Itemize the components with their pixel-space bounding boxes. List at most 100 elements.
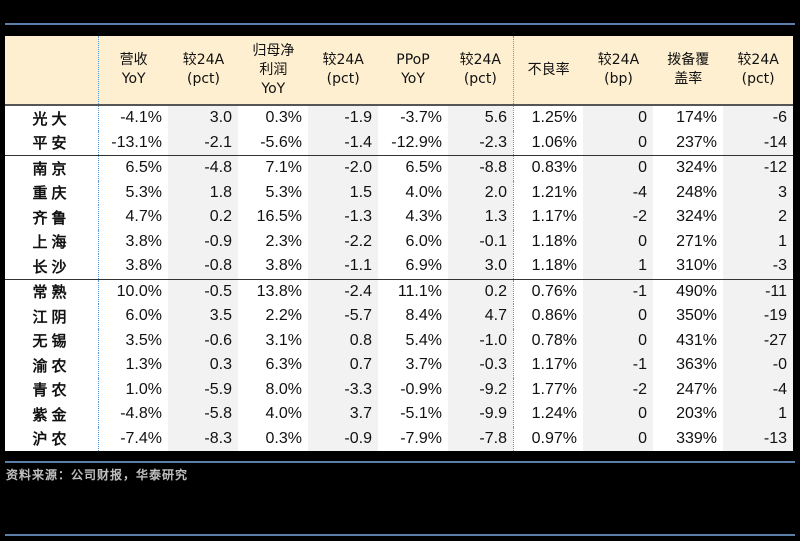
cell-net-profit-yoy: 3.1% [265,331,302,349]
cell-net-profit-yoy: 5.3% [265,183,302,201]
cell-ppop-yoy: 6.5% [405,159,442,177]
cell-npl-ratio: 0.83% [513,156,583,181]
cell-npl-delta: -1 [583,279,653,304]
cell-net-profit-yoy: 0.3% [265,109,302,127]
cell-npl-ratio: 1.06% [513,130,583,155]
cell-npl-delta: 0 [583,426,653,451]
cell-provision-coverage: 174% [676,109,717,127]
header-bank [5,36,98,104]
cell-revenue-delta: 3.5 [168,304,238,329]
cell-revenue-delta: 0.3 [168,353,238,378]
footer-rule [5,534,795,536]
cell-bank-name: 上海 [32,233,71,252]
header-npl-delta: 较24A (bp) [597,52,640,87]
cell-provision-coverage: 310% [676,257,717,275]
cell-ppop-yoy: 8.4% [405,307,442,325]
cell-bank-name: 沪农 [32,430,71,449]
cell-provision-coverage: 350% [676,307,717,325]
cell-npl-delta: 0 [583,304,653,329]
cell-revenue-yoy: 3.5% [98,328,168,353]
cell-ppop-yoy: 4.0% [405,183,442,201]
table-row: 江阴 6.0% 3.5 2.2% -5.7 8.4% 4.7 0.86% 0 350% -19 [5,304,793,329]
cell-provision-delta: 1 [723,402,793,427]
table-row: 南京 6.5% -4.8 7.1% -2.0 6.5% -8.8 0.83% 0 324% -12 [5,155,793,181]
header-net-profit-yoy: 归母净 利润 YoY [252,42,295,97]
cell-revenue-yoy: 1.3% [98,353,168,378]
cell-ppop-delta: -8.8 [448,156,513,181]
cell-revenue-yoy: 3.8% [98,229,168,254]
table-row: 齐鲁 4.7% 0.2 16.5% -1.3 4.3% 1.3 1.17% -2 324% 2 [5,205,793,230]
header-net-profit-delta: 较24A (pct) [322,52,364,87]
cell-npl-ratio: 1.17% [513,353,583,378]
cell-ppop-yoy: -3.7% [400,109,442,127]
cell-revenue-yoy: 5.3% [98,180,168,205]
cell-net-profit-yoy: 2.2% [265,307,302,325]
cell-ppop-delta: -0.1 [448,229,513,254]
cell-net-profit-delta: 3.7 [308,402,378,427]
table-row: 渝农 1.3% 0.3 6.3% 0.7 3.7% -0.3 1.17% -1 363% -0 [5,353,793,378]
cell-provision-delta: -14 [723,130,793,155]
cell-net-profit-delta: -1.9 [308,106,378,131]
cell-net-profit-delta: 0.8 [308,328,378,353]
bank-metrics-table: 营收 YoY 较24A (pct) 归母净 利润 YoY 较24A (pct) … [5,36,793,451]
cell-ppop-delta: 0.2 [448,279,513,304]
cell-net-profit-yoy: 8.0% [265,380,302,398]
cell-npl-delta: 1 [583,254,653,279]
cell-ppop-yoy: 5.4% [405,331,442,349]
cell-bank-name: 南京 [32,159,71,178]
cell-revenue-delta: -4.8 [168,156,238,181]
cell-bank-name: 齐鲁 [32,208,71,227]
cell-ppop-delta: -9.2 [448,377,513,402]
cell-provision-delta: -0 [723,353,793,378]
cell-provision-coverage: 490% [676,282,717,300]
cell-ppop-yoy: 6.0% [405,232,442,250]
cell-provision-delta: -12 [723,156,793,181]
cell-provision-coverage: 431% [676,331,717,349]
cell-ppop-yoy: -7.9% [400,429,442,447]
cell-provision-coverage: 363% [676,356,717,374]
cell-provision-coverage: 271% [676,232,717,250]
cell-provision-delta: -19 [723,304,793,329]
cell-net-profit-yoy: 3.8% [265,257,302,275]
cell-npl-ratio: 1.21% [513,180,583,205]
cell-net-profit-yoy: 7.1% [265,159,302,177]
cell-npl-delta: 0 [583,130,653,155]
cell-net-profit-delta: -2.4 [308,279,378,304]
cell-net-profit-yoy: 16.5% [256,208,302,226]
cell-revenue-delta: -5.9 [168,377,238,402]
cell-net-profit-yoy: 2.3% [265,232,302,250]
table-body: 光大 -4.1% 3.0 0.3% -1.9 -3.7% 5.6 1.25% 0 174% -6 平安… [5,106,793,451]
cell-net-profit-delta: -5.7 [308,304,378,329]
cell-provision-coverage: 247% [676,380,717,398]
table-row: 紫金 -4.8% -5.8 4.0% 3.7 -5.1% -9.9 1.24% 0 203% 1 [5,402,793,427]
cell-ppop-yoy: -12.9% [391,133,442,151]
cell-provision-delta: 2 [723,205,793,230]
cell-ppop-delta: -2.3 [448,130,513,155]
cell-bank-name: 江阴 [32,307,71,326]
cell-revenue-yoy: 4.7% [98,205,168,230]
cell-npl-ratio: 1.18% [513,254,583,279]
cell-bank-name: 紫金 [32,405,71,424]
cell-bank-name: 光大 [32,109,71,128]
cell-npl-ratio: 1.25% [513,106,583,131]
cell-npl-ratio: 0.86% [513,304,583,329]
cell-revenue-delta: 1.8 [168,180,238,205]
top-rule [5,23,795,25]
cell-ppop-delta: -7.8 [448,426,513,451]
cell-provision-coverage: 203% [676,405,717,423]
cell-revenue-delta: -2.1 [168,130,238,155]
table-header: 营收 YoY 较24A (pct) 归母净 利润 YoY 较24A (pct) … [5,36,793,106]
cell-npl-delta: 0 [583,106,653,131]
header-ppop-yoy: PPoP YoY [396,52,430,87]
cell-net-profit-delta: -2.2 [308,229,378,254]
cell-provision-delta: -27 [723,328,793,353]
table-row: 无锡 3.5% -0.6 3.1% 0.8 5.4% -1.0 0.78% 0 431% -27 [5,328,793,353]
cell-provision-delta: -3 [723,254,793,279]
cell-provision-delta: -13 [723,426,793,451]
cell-ppop-yoy: 11.1% [397,282,442,300]
cell-provision-delta: 1 [723,229,793,254]
cell-ppop-yoy: 6.9% [405,257,442,275]
cell-revenue-yoy: -13.1% [98,130,168,155]
cell-net-profit-yoy: 13.8% [256,282,302,300]
cell-provision-delta: -4 [723,377,793,402]
